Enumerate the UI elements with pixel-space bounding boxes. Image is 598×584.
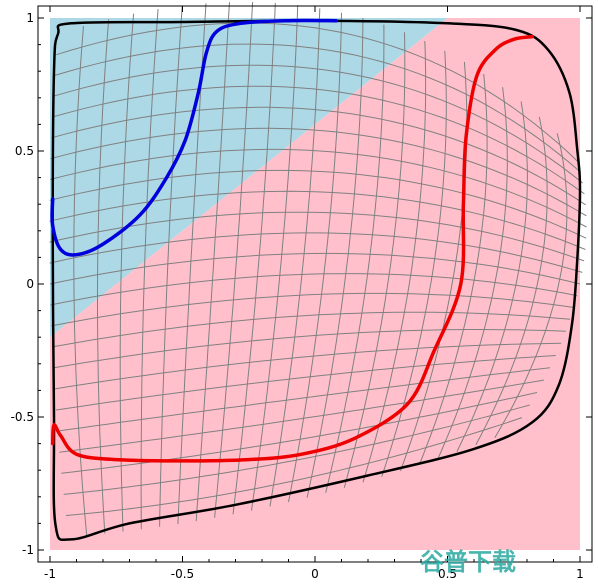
- series-curve-1: [50, 18, 338, 257]
- x-tick-label: -0.5: [171, 567, 194, 581]
- y-tick-label: 0.5: [15, 144, 34, 158]
- mesh-curve-v-22: [63, 404, 530, 495]
- x-tick-label: 0: [311, 567, 319, 581]
- axis-ticks: -1 -0.5 0 0.5 1 1 0.5 0 -0.5 -1: [11, 6, 592, 581]
- x-tick-label: 0.5: [438, 567, 457, 581]
- x-tick-label: -1: [44, 567, 56, 581]
- series-curve-2: [50, 34, 535, 463]
- y-tick-label: 0: [26, 277, 34, 291]
- mesh-curve-v-20: [59, 379, 544, 453]
- series-curve-0: [51, 19, 582, 542]
- mesh-curve-u-21: [456, 101, 528, 452]
- mesh-curve-v-23: [65, 417, 523, 516]
- watermark-text: 谷普下载: [420, 548, 516, 576]
- y-tick-label: 1: [26, 11, 34, 25]
- region-fills: [50, 18, 580, 550]
- mesh-curve-u-22: [475, 116, 548, 446]
- y-tick-label: -0.5: [11, 410, 34, 424]
- series-curves: [50, 18, 582, 542]
- x-tick-label: 1: [576, 567, 584, 581]
- y-tick-label: -1: [22, 543, 34, 557]
- mesh-curve-u-23: [494, 133, 568, 438]
- mesh-curve-v-21: [61, 392, 538, 474]
